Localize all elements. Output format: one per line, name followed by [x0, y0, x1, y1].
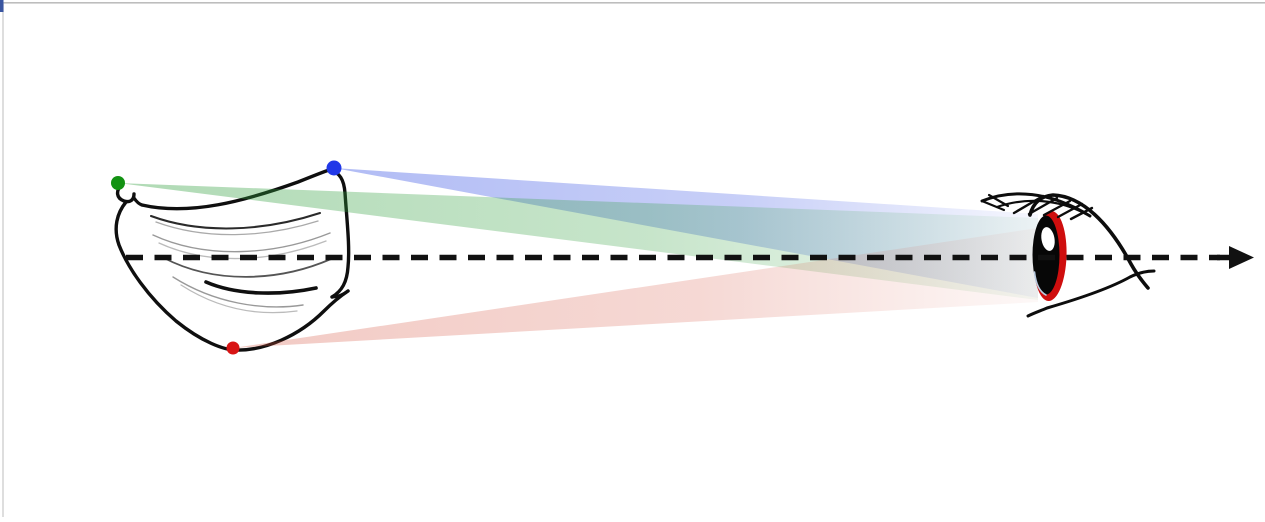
- banana-inner-line: [150, 212, 321, 230]
- eye-lash: [980, 199, 1006, 212]
- red-light-ray: [233, 228, 1038, 348]
- top-border-line: [0, 2, 1265, 4]
- eye-lash: [1069, 206, 1094, 221]
- banana-inner-line: [163, 257, 332, 278]
- red-sample-point: [226, 341, 240, 355]
- banana-tip: [330, 289, 350, 299]
- eye-lash: [1056, 202, 1084, 219]
- optical-axis-arrowhead: [1229, 246, 1254, 269]
- green-sample-point: [111, 176, 125, 190]
- eye-pupil-rim-light: [1033, 271, 1047, 296]
- banana-inner-bold-line: [204, 280, 318, 295]
- banana-inner-line: [155, 220, 319, 236]
- eye-lash: [987, 193, 1010, 208]
- blue-sample-point: [326, 160, 342, 176]
- eye-lash: [1027, 196, 1059, 216]
- eye-lash: [1042, 199, 1072, 217]
- banana-inner-line: [180, 284, 298, 314]
- optical-axis-arrow: [126, 246, 1254, 269]
- sample-point-dots: [111, 160, 342, 355]
- light-ray-beams: [118, 168, 1038, 348]
- banana-inner-line: [172, 276, 304, 308]
- left-border-line: [2, 2, 4, 517]
- eye-lash: [1012, 194, 1045, 215]
- eye-highlight: [1041, 227, 1055, 251]
- eye-lower-lid: [1026, 269, 1156, 318]
- banana-bottom-outline: [114, 200, 350, 352]
- corner-caret-mark: [0, 0, 4, 12]
- banana-inner-line: [152, 232, 331, 253]
